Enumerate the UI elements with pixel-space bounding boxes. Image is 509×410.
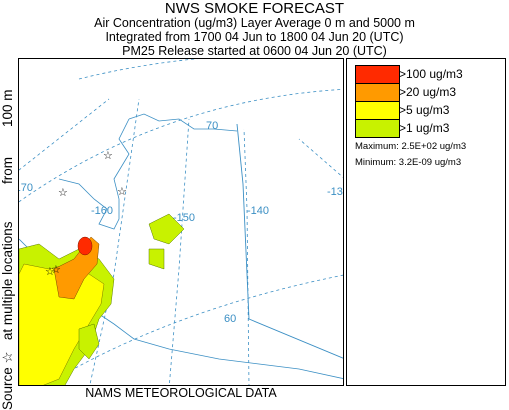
- map-subtitle-release: PM25 Release started at 0600 04 Jun 20 (…: [122, 44, 387, 58]
- meridian-160: [89, 98, 140, 385]
- plume-gt1-patch-a: [148, 213, 185, 245]
- meteorological-data-label: NAMS METEOROLOGICAL DATA: [85, 386, 277, 400]
- border-line: [236, 123, 343, 359]
- meridian-170: [19, 98, 110, 171]
- plume-gt1-patch-b: [148, 248, 165, 270]
- smoke-plume: [19, 213, 185, 385]
- legend-swatch-gt20: [355, 83, 400, 102]
- arctic-coastline: [128, 113, 238, 132]
- legend-label-gt5: >5 ug/m3: [399, 103, 450, 117]
- source-side-label: Source ☆ at multiple locations from 100 …: [0, 40, 18, 410]
- from-label: from: [0, 157, 15, 185]
- source-marker: ☆: [103, 150, 113, 162]
- label-lon-160: -160: [91, 205, 113, 217]
- source-marker: ☆: [117, 186, 127, 198]
- graticule: [19, 59, 343, 385]
- legend-swatch-gt5: [355, 101, 400, 120]
- meridian-150: [168, 118, 190, 385]
- label-lon-150: -150: [173, 212, 195, 224]
- map-panel: ☆ ☆ ☆ ☆ ☆ 70 -170 -160 -150 -140 -130 60: [18, 58, 344, 386]
- legend-swatch-gt1: [355, 119, 400, 138]
- smoke-map: ☆ ☆ ☆ ☆ ☆ 70 -170 -160 -150 -140 -130 60: [19, 59, 344, 385]
- map-title: NWS SMOKE FORECAST: [164, 0, 345, 17]
- source-markers: ☆ ☆ ☆ ☆ ☆: [45, 150, 127, 278]
- legend-panel: >100 ug/m3 >20 ug/m3 >5 ug/m3 >1 ug/m3 M…: [346, 58, 506, 386]
- label-lat-60: 60: [224, 313, 236, 325]
- legend-label-gt100: >100 ug/m3: [399, 67, 463, 81]
- cook-inlet: [98, 313, 343, 379]
- label-lon-170: -170: [19, 182, 33, 194]
- legend-label-gt1: >1 ug/m3: [399, 121, 450, 135]
- maximum-concentration: Maximum: 2.5E+02 ug/m3: [355, 141, 467, 152]
- source-label: Source ☆: [0, 351, 15, 410]
- label-lon-140: -140: [247, 205, 269, 217]
- label-lat-70: 70: [206, 120, 218, 132]
- norton-coast: [58, 118, 130, 230]
- parallel-60: [44, 274, 343, 385]
- height-label: 100 m: [0, 89, 15, 127]
- plume-gt1-patch-c: [78, 323, 100, 360]
- plume-gt100: [77, 236, 93, 256]
- label-lon-130: -130: [327, 186, 344, 198]
- legend-label-gt20: >20 ug/m3: [399, 85, 457, 99]
- minimum-concentration: Minimum: 3.2E-09 ug/m3: [355, 157, 462, 168]
- map-subtitle-concentration: Air Concentration (ug/m3) Layer Average …: [94, 16, 415, 30]
- parallel-70: [19, 88, 343, 203]
- map-subtitle-integration: Integrated from 1700 04 Jun to 1800 04 J…: [105, 30, 404, 44]
- source-marker: ☆: [51, 264, 61, 276]
- source-marker: ☆: [45, 266, 55, 278]
- meridian-130: [298, 138, 343, 178]
- parallel-80: [78, 59, 198, 80]
- source-marker: ☆: [58, 187, 68, 199]
- legend-swatch-gt100: [355, 65, 400, 84]
- multiple-locations-label: at multiple locations: [0, 221, 15, 341]
